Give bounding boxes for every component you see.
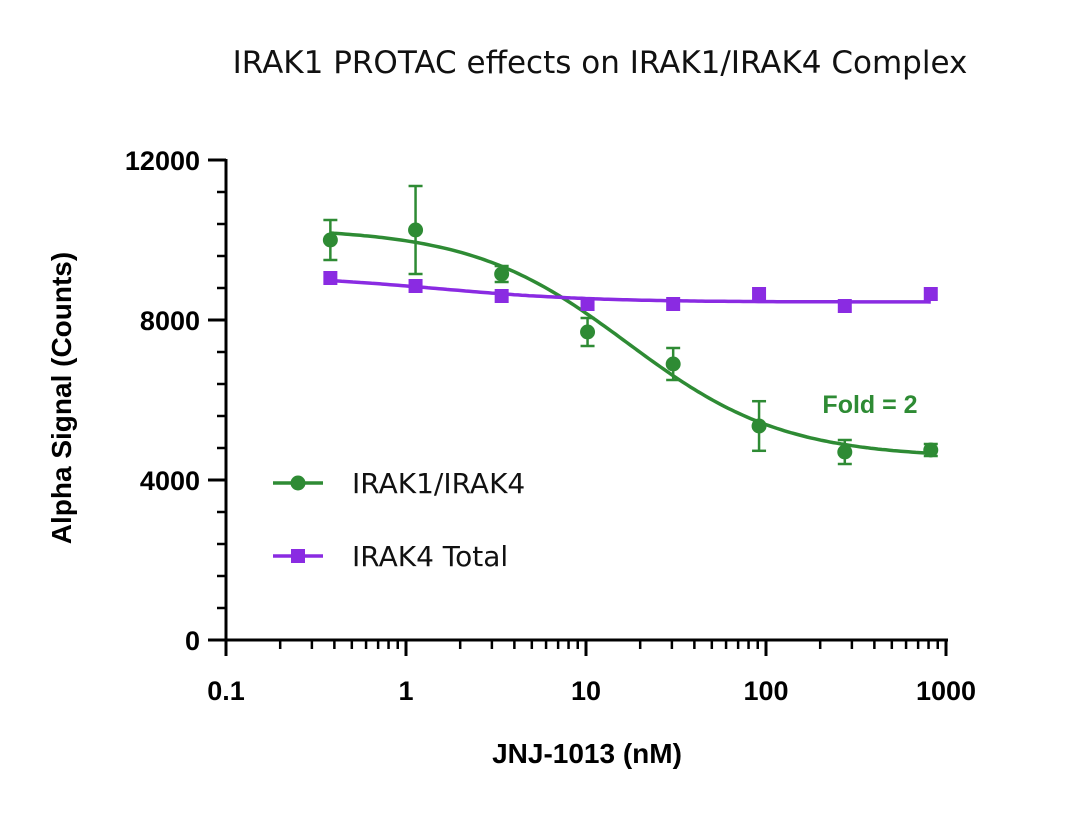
data-point-1 xyxy=(323,271,338,285)
data-point-1 xyxy=(837,299,852,313)
y-tick-label: 8000 xyxy=(140,306,200,336)
data-point-1 xyxy=(408,279,423,293)
data-point-0 xyxy=(322,232,338,248)
data-point-0 xyxy=(923,442,939,458)
x-tick-label: 100 xyxy=(743,676,788,706)
y-tick-label: 12000 xyxy=(125,146,200,176)
fit-curves xyxy=(330,231,931,456)
data-point-1 xyxy=(752,287,767,301)
data-point-0 xyxy=(837,444,853,460)
y-tick-label: 4000 xyxy=(140,466,200,496)
fold-annotation: Fold = 2 xyxy=(822,391,917,419)
fit-curve-1 xyxy=(330,278,931,304)
data-point-0 xyxy=(494,266,510,282)
x-tick-label: 1000 xyxy=(916,676,976,706)
x-axis-label: JNJ-1013 (nM) xyxy=(492,738,682,769)
legend-marker-0 xyxy=(290,475,306,491)
data-point-1 xyxy=(666,297,681,311)
data-point-1 xyxy=(923,287,938,301)
x-tick-label: 0.1 xyxy=(207,676,245,706)
legend-label-0: IRAK1/IRAK4 xyxy=(352,467,525,500)
x-tick-label: 10 xyxy=(571,676,601,706)
chart-title: IRAK1 PROTAC effects on IRAK1/IRAK4 Comp… xyxy=(233,45,968,81)
y-tick-label: 0 xyxy=(185,626,200,656)
data-point-0 xyxy=(408,222,424,238)
data-point-0 xyxy=(665,356,681,372)
x-tick-label: 1 xyxy=(398,676,413,706)
legend-marker-1 xyxy=(291,549,305,563)
data-point-1 xyxy=(494,289,509,303)
fit-curve-0 xyxy=(330,231,931,456)
data-point-0 xyxy=(751,418,767,434)
legend-label-1: IRAK4 Total xyxy=(352,540,508,573)
axes-group: 0.1 1 10 100 1000 0 4000 8000 12000 xyxy=(125,146,976,706)
y-axis-label: Alpha Signal (Counts) xyxy=(46,252,77,544)
data-point-1 xyxy=(580,297,595,311)
data-point-0 xyxy=(580,324,596,340)
data-points xyxy=(322,184,939,466)
legend: IRAK1/IRAK4 IRAK4 Total xyxy=(273,467,525,573)
